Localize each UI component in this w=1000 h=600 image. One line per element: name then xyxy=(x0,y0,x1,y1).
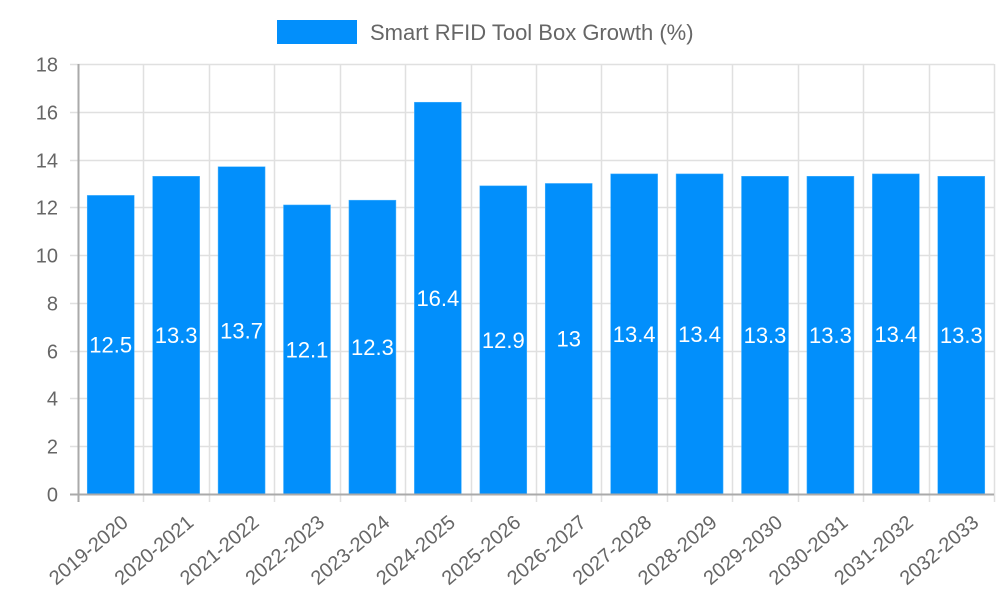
bar[interactable] xyxy=(806,176,855,495)
bar-value-label: 12.1 xyxy=(286,337,329,362)
bar-value-label: 12.5 xyxy=(89,333,132,358)
y-tick-label: 2 xyxy=(47,437,58,459)
bar-value-label: 13.4 xyxy=(613,322,656,347)
bar-value-label: 13.7 xyxy=(220,318,263,343)
bar-value-label: 13.4 xyxy=(678,322,721,347)
bar-value-label: 13.4 xyxy=(874,322,917,347)
bar-value-label: 13.3 xyxy=(809,323,852,348)
bar[interactable] xyxy=(937,176,986,495)
legend-swatch xyxy=(277,20,357,44)
legend[interactable]: Smart RFID Tool Box Growth (%) xyxy=(277,20,694,45)
bar-value-label: 12.3 xyxy=(351,335,394,360)
bar-value-label: 12.9 xyxy=(482,328,525,353)
y-tick-label: 18 xyxy=(36,55,58,77)
bar[interactable] xyxy=(348,199,397,495)
bar-series: 12.5 13.3 13.7 12.1 12.3 16.4 12.9 13 13.4 13.4 13… xyxy=(86,101,986,495)
bar[interactable] xyxy=(283,204,331,495)
bar[interactable] xyxy=(675,173,724,495)
bar[interactable] xyxy=(217,166,266,495)
y-tick-label: 0 xyxy=(47,485,58,507)
y-tick-label: 6 xyxy=(47,342,58,364)
bar[interactable] xyxy=(610,173,658,495)
y-tick-label: 10 xyxy=(36,246,58,268)
legend-label: Smart RFID Tool Box Growth (%) xyxy=(370,20,694,45)
bar-value-label: 13.3 xyxy=(940,323,983,348)
y-tick-label: 14 xyxy=(36,151,58,173)
grid-lines xyxy=(70,63,996,502)
bar[interactable] xyxy=(414,101,462,495)
bar-value-label: 16.4 xyxy=(416,286,459,311)
y-tick-label: 16 xyxy=(36,103,58,125)
bar-value-label: 13.3 xyxy=(744,323,787,348)
y-tick-label: 8 xyxy=(47,294,58,316)
bar[interactable] xyxy=(872,173,920,495)
y-tick-label: 12 xyxy=(36,198,58,220)
bar-value-label: 13.3 xyxy=(155,323,198,348)
bar[interactable] xyxy=(544,183,593,495)
bar[interactable] xyxy=(741,176,789,495)
bar[interactable] xyxy=(86,195,135,495)
y-tick-label: 4 xyxy=(47,389,58,411)
bar[interactable] xyxy=(152,176,200,495)
bar[interactable] xyxy=(479,185,528,495)
bar-value-label: 13 xyxy=(556,327,580,352)
